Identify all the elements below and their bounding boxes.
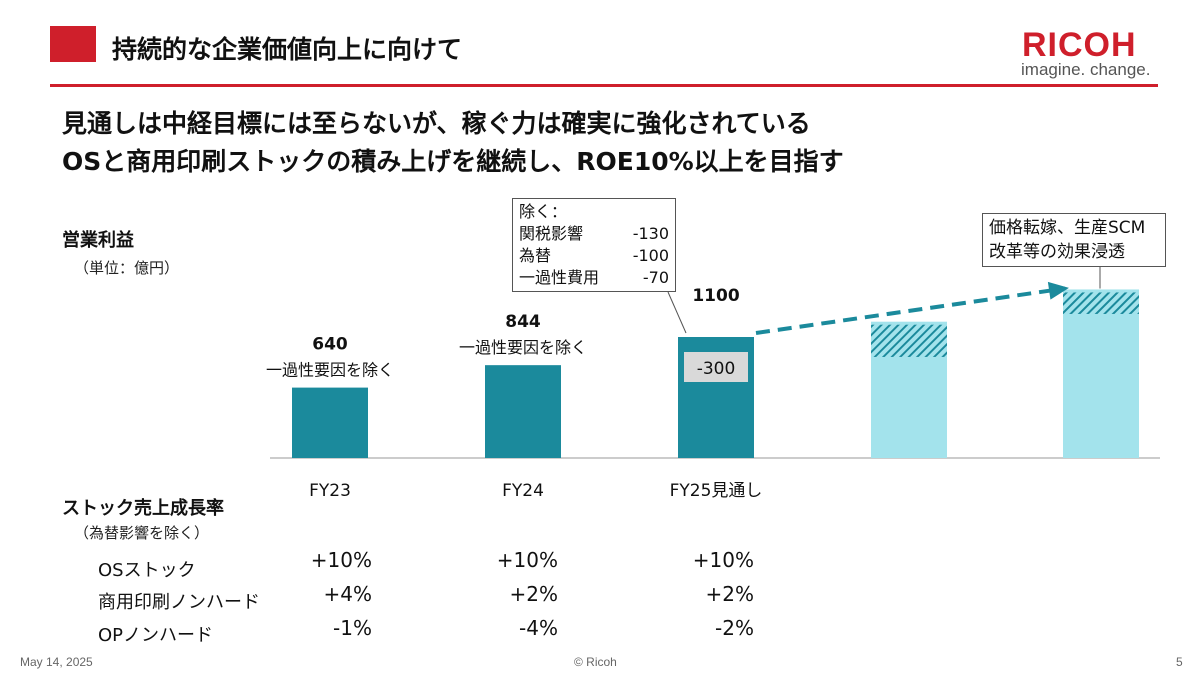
headline-line-2: OSと商用印刷ストックの積み上げを継続し、ROE10%以上を目指す	[62, 147, 844, 176]
operating-profit-label: 営業利益	[62, 230, 134, 251]
callout-item: 為替 -100	[519, 245, 669, 267]
bar-sublabel: 一過性要因を除く	[459, 338, 587, 357]
bar-2	[485, 365, 561, 458]
stock-growth-label: ストック売上成長率	[62, 498, 224, 519]
growth-value: +10%	[310, 548, 372, 572]
arrow-callout: 価格転嫁、生産SCM 改革等の効果浸透	[982, 213, 1166, 267]
growth-row-label: OPノンハード	[98, 625, 214, 646]
x-tick-label: FY23	[309, 481, 351, 501]
headline-line-1: 見通しは中経目標には至らないが、稼ぐ力は確実に強化されている	[62, 109, 811, 138]
growth-value: -1%	[333, 616, 372, 640]
footer-page-number: 5	[1176, 655, 1183, 669]
footer-copyright: © Ricoh	[574, 655, 617, 669]
x-tick-label: FY24	[502, 481, 544, 501]
title-accent-square	[50, 26, 96, 62]
callout-item-amount: -100	[632, 246, 669, 265]
bar-value-label: 1100	[692, 286, 739, 306]
callout-item-amount: -130	[632, 224, 669, 243]
arrow-callout-line-2: 改革等の効果浸透	[989, 242, 1125, 262]
page-title: 持続的な企業価値向上に向けて	[112, 35, 463, 64]
unit-label: （単位：億円）	[74, 259, 180, 277]
callout-item: 一過性費用 -70	[519, 267, 669, 289]
growth-value: +2%	[509, 582, 559, 606]
growth-value: +2%	[705, 582, 755, 606]
x-tick-label: FY25見通し	[670, 481, 763, 501]
segment-label-box	[684, 352, 748, 382]
future-bar-hatched-segment	[1063, 292, 1139, 314]
callout-item-amount: -70	[642, 268, 669, 287]
segment-label: -300	[697, 359, 736, 379]
bar-value-label: 640	[312, 335, 348, 355]
growth-value: -2%	[715, 616, 754, 640]
logo-tagline: imagine. change.	[1021, 60, 1151, 79]
arrow-callout-line-1: 価格転嫁、生産SCM	[989, 218, 1146, 238]
trend-arrow-head	[1047, 281, 1069, 300]
future-bar	[1063, 289, 1139, 458]
bar-1	[292, 387, 368, 458]
exclusion-callout: 除く： 関税影響 -130 為替 -100 一過性費用 -70	[512, 198, 676, 292]
future-bar-hatched-segment	[871, 324, 947, 357]
footer-date: May 14, 2025	[20, 655, 93, 669]
bar-sublabel: 一過性要因を除く	[266, 361, 394, 380]
callout-item-label: 一過性費用	[519, 268, 600, 287]
ricoh-logo: RICOH	[1022, 26, 1137, 64]
trend-arrow-line	[755, 286, 1066, 335]
growth-value: +10%	[692, 548, 754, 572]
growth-value: +10%	[496, 548, 558, 572]
bar-value-label: 844	[505, 312, 541, 332]
growth-row-label: OSストック	[98, 560, 196, 581]
callout-leader-line	[667, 291, 687, 334]
callout-title: 除く：	[519, 202, 568, 221]
callout-item-label: 為替	[519, 246, 552, 265]
stock-growth-note: （為替影響を除く）	[74, 524, 210, 542]
growth-value: +4%	[323, 582, 373, 606]
callout-item: 関税影響 -130	[519, 223, 669, 245]
title-divider	[50, 84, 1158, 87]
callout-item-label: 関税影響	[519, 224, 584, 243]
growth-value: -4%	[519, 616, 558, 640]
growth-row-label: 商用印刷ノンハード	[98, 592, 260, 613]
